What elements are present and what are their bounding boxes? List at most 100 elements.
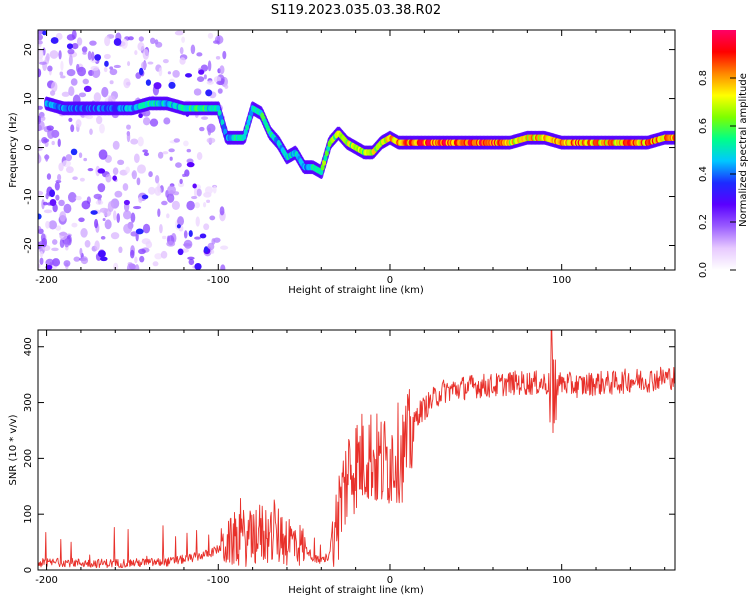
- x-tick-label: 100: [552, 575, 571, 586]
- snr-x-label: Height of straight line (km): [288, 585, 424, 596]
- spectrogram-noise-blob: [154, 174, 160, 184]
- spectrogram-noise-blob: [188, 258, 195, 266]
- spectrogram-noise-blob: [157, 208, 161, 217]
- spectrogram-noise-blob: [167, 185, 176, 195]
- x-tick-label: -200: [35, 275, 58, 286]
- spectrogram-noise-blob: [137, 136, 144, 147]
- snr-y-label: SNR (10 * v/v): [8, 414, 19, 485]
- spectrogram-noise-blob: [130, 212, 136, 223]
- spectrogram-noise-blob: [97, 183, 106, 193]
- spectrogram-noise-blob: [204, 186, 214, 195]
- spectrogram-noise-blob: [55, 194, 60, 201]
- spectrogram-x-ticks: -200 -100 0 100: [35, 30, 666, 286]
- spectrogram-noise-blob: [55, 225, 62, 231]
- spectrogram-noise-blob: [176, 224, 181, 229]
- colorbar-tick-label: 0.6: [698, 118, 709, 134]
- spectrogram-noise-blob: [76, 37, 83, 46]
- spectrogram-noise-blob: [183, 230, 188, 239]
- spectrogram-noise-blob: [65, 166, 74, 174]
- spectrogram-noise-blob: [212, 185, 217, 194]
- spectrogram-noise-blob: [138, 67, 144, 76]
- spectrogram-noise-blob: [219, 65, 225, 75]
- spectrogram-noise-blob: [40, 116, 46, 121]
- colorbar-tick-label: 0.2: [698, 214, 709, 230]
- spectrogram-noise-blob: [168, 148, 175, 153]
- spectrogram-noise-blob: [145, 79, 152, 86]
- spectrogram-noise-blob: [71, 30, 77, 40]
- spectrogram-noise-blob: [181, 36, 186, 43]
- spectrogram-noise-blob: [123, 223, 133, 234]
- spectrogram-noise-blob: [222, 50, 227, 60]
- spectrogram-noise-blob: [178, 182, 185, 188]
- spectrogram-noise-blob: [55, 179, 62, 184]
- spectrogram-noise-blob: [72, 176, 78, 181]
- spectrogram-noise-blob: [173, 138, 181, 143]
- spectrogram-noise-blob: [39, 257, 44, 265]
- spectrogram-noise-blob: [130, 138, 139, 145]
- spectrogram-noise-blob: [110, 232, 120, 240]
- spectrogram-noise-blob: [81, 200, 91, 210]
- spectrogram-noise-blob: [104, 219, 112, 230]
- spectrogram-ridge-cell: [672, 134, 675, 141]
- spectrogram-noise-blob: [71, 222, 78, 228]
- spectrogram-noise-blob: [43, 209, 53, 214]
- spectrogram-noise-blob: [168, 81, 176, 89]
- spectrogram-noise-blob: [139, 255, 145, 263]
- spectrogram-noise-blob: [169, 156, 173, 161]
- spectrogram-noise-blob: [126, 263, 136, 270]
- spectrogram-noise-blob: [138, 113, 143, 119]
- spectrogram-noise-blob: [137, 164, 146, 174]
- spectrogram-noise-blob: [192, 183, 197, 189]
- spectrogram-noise-blob: [49, 50, 59, 59]
- spectrogram-noise-blob: [122, 183, 129, 191]
- spectrogram-noise-blob: [64, 238, 70, 248]
- spectrogram-noise-blob: [134, 264, 140, 270]
- spectrogram-noise-blob: [109, 68, 118, 76]
- spectrogram-noise-blob: [99, 207, 109, 213]
- spectrogram-noise-blob: [45, 258, 55, 267]
- spectrogram-noise-blob: [133, 153, 140, 164]
- spectrogram-noise-blob: [196, 76, 205, 83]
- spectrogram-noise-blob: [41, 237, 48, 248]
- spectrogram-noise-blob: [45, 192, 49, 200]
- spectrogram-noise-blob: [91, 51, 95, 62]
- x-tick-label: 100: [552, 275, 571, 286]
- spectrogram-noise-blob: [59, 211, 67, 222]
- spectrogram-noise-blob: [209, 215, 216, 221]
- spectrogram-noise-blob: [121, 38, 128, 49]
- spectrogram-noise-blob: [67, 192, 77, 203]
- spectrogram-noise-blob: [147, 61, 154, 65]
- spectrogram-noise-blob: [137, 42, 145, 51]
- x-tick-label: 0: [387, 575, 393, 586]
- spectrogram-noise-blob: [138, 196, 143, 203]
- spectrogram-noise-blob: [157, 151, 164, 159]
- spectrogram-noise-blob: [159, 223, 163, 234]
- spectrogram-noise-blob: [177, 216, 185, 226]
- spectrogram-noise-blob: [39, 250, 44, 258]
- spectrogram-noise-blob: [112, 175, 118, 181]
- y-tick-label: 20: [23, 43, 34, 56]
- spectrogram-noise-blob: [162, 59, 169, 64]
- spectrogram-noise-blob: [58, 162, 64, 172]
- spectrogram-noise-blob: [160, 250, 168, 259]
- spectrogram-noise-blob: [142, 149, 149, 153]
- y-tick-label: 10: [23, 92, 34, 105]
- spectrogram-noise-blob: [155, 41, 163, 48]
- spectrogram-noise-blob: [157, 182, 161, 193]
- spectrogram-noise-blob: [94, 218, 99, 229]
- colorbar-ticks: 0.0 0.2 0.4 0.6 0.8: [698, 70, 736, 278]
- spectrogram-noise-blob: [82, 78, 89, 85]
- spectrogram-noise-blob: [112, 167, 119, 175]
- spectrogram-noise-blob: [179, 46, 184, 55]
- spectrogram-noise-blob: [70, 78, 78, 86]
- spectrogram-noise-blob: [143, 152, 149, 157]
- spectrogram-noise-blob: [161, 200, 168, 206]
- spectrogram-noise-blob: [63, 260, 71, 267]
- spectrogram-x-label: Height of straight line (km): [288, 285, 424, 296]
- spectrogram-noise-blob: [93, 92, 102, 103]
- spectrogram-noise-blob: [190, 44, 196, 55]
- spectrogram-noise-blob: [47, 65, 53, 72]
- spectrogram-noise-blob: [199, 126, 205, 132]
- spectrogram-noise-blob: [138, 248, 146, 255]
- spectrogram-noise-blob: [112, 210, 117, 221]
